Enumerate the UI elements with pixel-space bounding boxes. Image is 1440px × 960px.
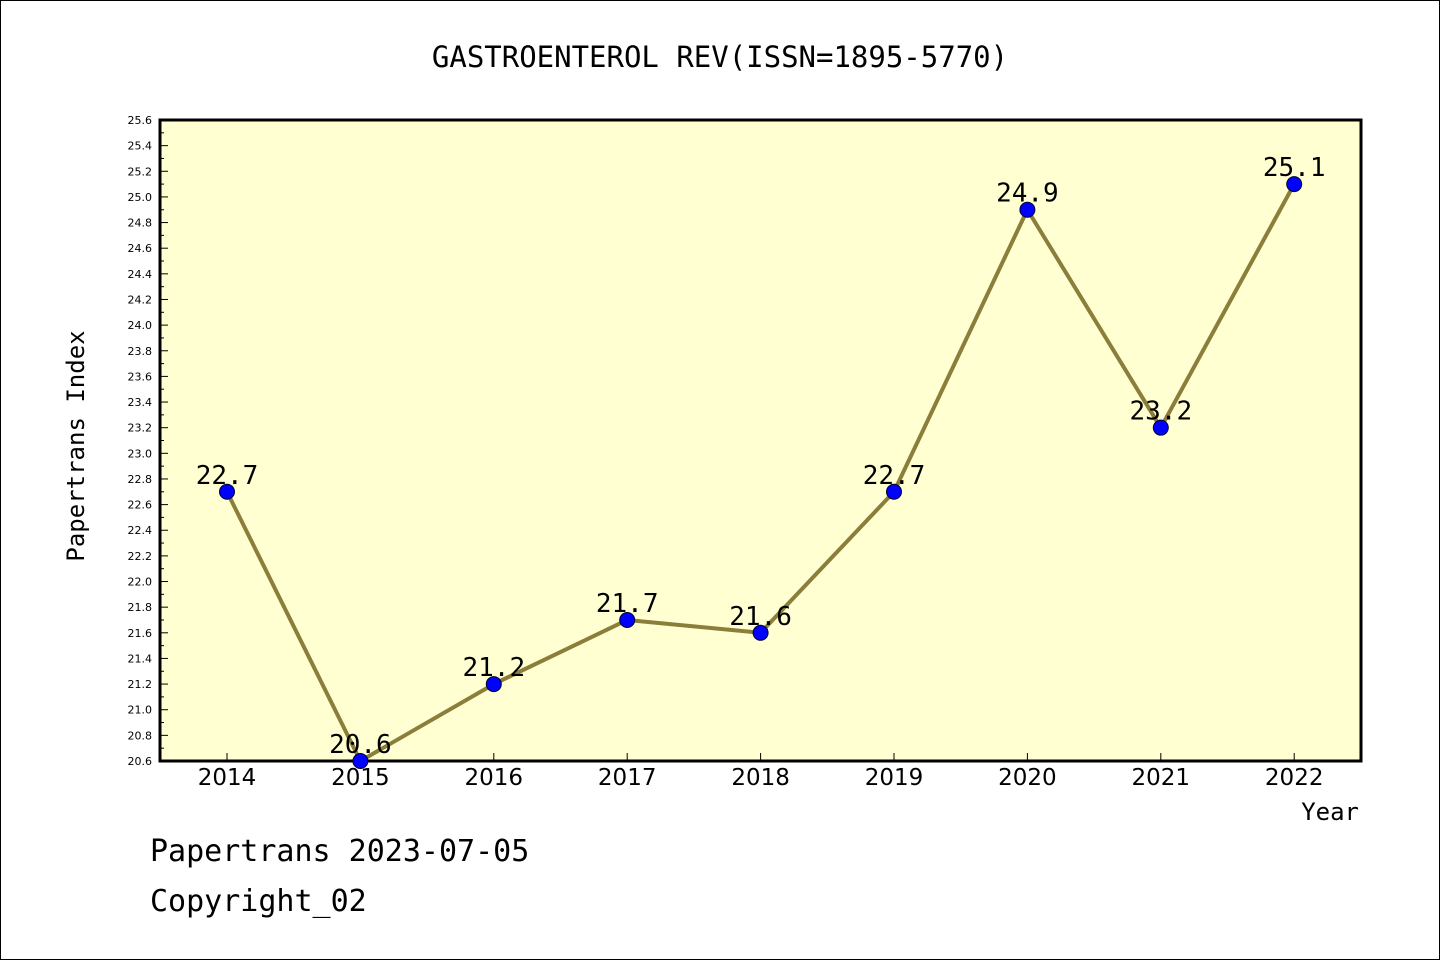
y-tick-label: 22.2: [128, 550, 153, 563]
y-tick-label: 21.2: [128, 678, 153, 691]
data-label: 21.6: [729, 602, 792, 632]
y-tick-label: 21.0: [128, 704, 153, 717]
y-tick-label: 23.0: [128, 447, 153, 460]
data-label: 24.9: [996, 179, 1059, 209]
source-caption: Papertrans 2023-07-05: [150, 834, 530, 869]
copyright-caption: Copyright_02: [150, 884, 367, 919]
data-point: [485, 676, 502, 693]
x-tick-label: 2016: [465, 765, 524, 791]
y-tick-label: 23.4: [128, 396, 153, 409]
y-tick-label: 22.6: [128, 499, 153, 512]
series-line: 22.7 20.6 21.2 21.7 21.6 22.7 24.9 23.2 25.1: [196, 153, 1326, 769]
x-axis: 2014 2015 2016 2017 2018 2019 2020 2021 2022: [198, 753, 1324, 791]
data-point: [886, 483, 902, 500]
data-label: 22.7: [863, 461, 926, 491]
x-tick-label: 2021: [1132, 765, 1191, 791]
x-tick-label: 2020: [998, 765, 1057, 791]
x-tick-label: 2017: [598, 765, 657, 791]
y-tick-label: 22.0: [128, 576, 153, 589]
y-tick-label: 23.2: [128, 422, 153, 435]
y-tick-label: 21.8: [128, 601, 153, 614]
data-label: 22.7: [196, 461, 259, 491]
y-tick-label: 22.8: [128, 473, 153, 486]
x-tick-label: 2014: [198, 765, 257, 791]
x-axis-label: Year: [1301, 798, 1359, 826]
y-axis-label: Papertrans Index: [62, 330, 90, 561]
data-point: [752, 624, 769, 641]
plot-area: [158, 118, 1363, 763]
data-label: 23.2: [1129, 397, 1192, 427]
data-label: 20.6: [329, 730, 392, 760]
y-tick-label: 24.4: [128, 268, 153, 281]
y-tick-label: 20.8: [128, 729, 153, 742]
y-axis: 20.6 20.8 21.0 21.2 21.4 21.6 21.8 22.0 22.2 22.4…: [128, 114, 168, 768]
y-tick-label: 20.6: [128, 755, 153, 768]
data-label: 21.7: [596, 589, 659, 619]
y-tick-label: 24.6: [128, 242, 153, 255]
y-tick-label: 24.0: [128, 319, 153, 332]
data-point: [352, 753, 369, 769]
data-point: [219, 483, 235, 500]
data-point: [1152, 419, 1169, 436]
y-tick-label: 24.2: [128, 293, 153, 306]
x-tick-label: 2018: [731, 765, 790, 791]
x-tick-label: 2015: [331, 765, 390, 791]
y-tick-label: 25.2: [128, 165, 153, 178]
y-tick-label: 24.8: [128, 217, 153, 230]
y-tick-label: 25.0: [128, 191, 153, 204]
x-tick-label: 2022: [1265, 765, 1324, 791]
data-label: 25.1: [1263, 153, 1326, 183]
y-tick-label: 25.4: [128, 140, 153, 153]
data-label: 21.2: [462, 653, 525, 683]
data-point: [1286, 176, 1303, 193]
x-tick-label: 2019: [865, 765, 924, 791]
data-point: [619, 611, 636, 628]
y-tick-label: 21.4: [128, 652, 153, 665]
y-tick-label: 23.6: [128, 370, 153, 383]
y-tick-label: 21.6: [128, 627, 153, 640]
y-tick-label: 25.6: [128, 114, 153, 127]
y-tick-label: 22.4: [128, 524, 153, 537]
data-point: [1019, 201, 1036, 218]
y-tick-label: 23.8: [128, 345, 153, 358]
chart-title: GASTROENTEROL REV(ISSN=1895-5770): [432, 40, 1008, 74]
